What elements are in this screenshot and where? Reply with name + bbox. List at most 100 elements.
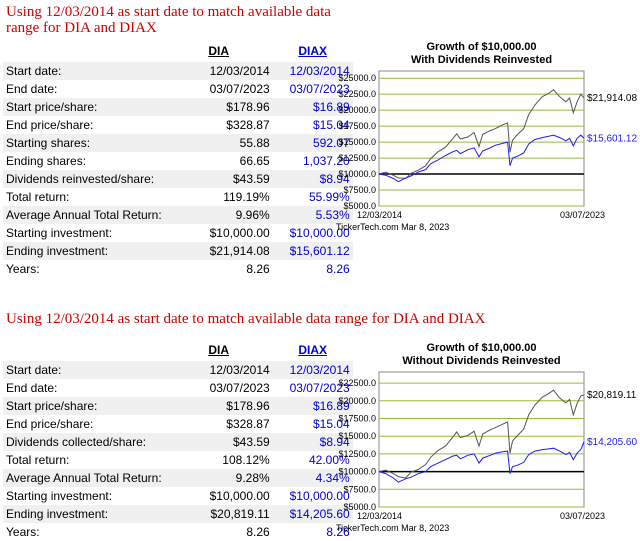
column-header-dia: DIA: [208, 44, 229, 58]
table-row: Ending investment: $21,914.08 $15,601.12: [3, 242, 353, 260]
table-row: End price/share: $328.87 $15.04: [3, 415, 353, 433]
y-tick-label: $5000.0: [343, 201, 376, 211]
series-line-diax: [378, 134, 585, 183]
chart-title: Growth of $10,000.00: [426, 41, 536, 53]
diax-value: 55.99%: [308, 190, 350, 204]
row-label: Average Annual Total Return:: [3, 206, 165, 224]
table-row: Average Annual Total Return: 9.28% 4.34%: [3, 469, 353, 487]
diax-value: 592.07: [272, 134, 353, 152]
row-label: Ending shares:: [6, 154, 87, 168]
chart-title: Growth of $10,000.00: [426, 342, 536, 354]
column-header-diax: DIAX: [298, 343, 327, 357]
diax-value: $15.04: [312, 118, 350, 132]
x-tick-label: 03/07/2023: [560, 210, 605, 220]
dia-value: $10,000.00: [209, 489, 270, 503]
y-tick-label: $12500.0: [338, 153, 376, 163]
table-row: Dividends collected/share: $43.59 $8.94: [3, 433, 353, 451]
panel-without-dividends: Using 12/03/2014 as start date to match …: [0, 305, 640, 541]
diax-value: 03/07/2023: [289, 82, 350, 96]
row-label: Dividends reinvested/share:: [3, 170, 165, 188]
row-label: Dividends collected/share:: [3, 433, 165, 451]
table-row: Ending investment: $20,819.11 $14,205.60: [3, 505, 353, 523]
dia-value: 9.28%: [164, 469, 273, 487]
series-line-dia: [378, 89, 585, 180]
diax-value: 5.53%: [272, 206, 353, 224]
chart-subtitle: Without Dividends Reinvested: [402, 355, 560, 367]
growth-chart: Growth of $10,000.00 With Dividends Reinv…: [332, 38, 638, 233]
end-value-label-dia: $20,819.11: [587, 390, 637, 401]
row-label: Start date:: [3, 361, 165, 379]
chart-credit: TickerTech.com Mar 8, 2023: [336, 523, 449, 533]
table-row: End price/share: $328.87 $15.04: [3, 116, 353, 134]
dia-value: 66.65: [239, 154, 270, 168]
diax-value: 12/03/2014: [272, 361, 353, 379]
y-tick-label: $5000.0: [343, 502, 376, 512]
column-header-row: DIA DIAX: [3, 40, 353, 62]
row-label: Total return:: [6, 190, 70, 204]
row-label: End date:: [6, 82, 58, 96]
diax-value: $15.04: [312, 417, 350, 431]
row-label: Starting investment:: [6, 489, 113, 503]
diax-value: $8.94: [272, 170, 353, 188]
diax-value: $16.89: [272, 397, 353, 415]
row-label: End date:: [6, 381, 58, 395]
dia-value: $328.87: [226, 417, 270, 431]
dia-value: $43.59: [164, 433, 273, 451]
row-label: End price/share:: [6, 118, 94, 132]
table-row: Start date: 12/03/2014 12/03/2014: [3, 361, 353, 379]
dia-value: $178.96: [164, 397, 273, 415]
x-tick-label: 03/07/2023: [560, 511, 605, 521]
column-header-diax: DIAX: [298, 44, 327, 58]
table-row: Start date: 12/03/2014 12/03/2014: [3, 62, 353, 80]
y-tick-label: $12500.0: [338, 449, 376, 459]
x-tick-label: 12/03/2014: [357, 210, 402, 220]
y-tick-label: $10000.0: [338, 169, 376, 179]
y-tick-label: $7500.0: [343, 185, 376, 195]
chart-subtitle: With Dividends Reinvested: [411, 54, 552, 66]
dia-value: $328.87: [226, 118, 270, 132]
dia-value: 12/03/2014: [164, 361, 273, 379]
diax-value: $10,000.00: [289, 226, 350, 240]
dia-value: 03/07/2023: [209, 381, 270, 395]
panel-heading: Using 12/03/2014 as start date to match …: [6, 4, 331, 36]
diax-value: 03/07/2023: [289, 381, 350, 395]
dia-value: $10,000.00: [209, 226, 270, 240]
y-tick-label: $17500.0: [338, 413, 376, 423]
table-row: Starting shares: 55.88 592.07: [3, 134, 353, 152]
row-label: Total return:: [6, 453, 70, 467]
series-line-diax: [378, 441, 585, 483]
table-row: Years: 8.26 8.26: [3, 260, 353, 278]
diax-value: 4.34%: [272, 469, 353, 487]
dia-value: 8.26: [246, 262, 270, 276]
dia-value: 108.12%: [222, 453, 270, 467]
row-label: Start price/share:: [3, 98, 165, 116]
table-row: Ending shares: 66.65 1,037.20: [3, 152, 353, 170]
dia-value: $21,914.08: [164, 242, 273, 260]
table-row: Years: 8.26 8.26: [3, 523, 353, 541]
diax-value: $16.89: [272, 98, 353, 116]
diax-value: $14,205.60: [272, 505, 353, 523]
table-row: Total return: 119.19% 55.99%: [3, 188, 353, 206]
table-row: End date: 03/07/2023 03/07/2023: [3, 80, 353, 98]
end-value-label-diax: $15,601.12: [587, 133, 637, 144]
diax-value: 8.26: [326, 525, 350, 539]
end-value-label-diax: $14,205.60: [587, 437, 637, 448]
dia-value: 12/03/2014: [164, 62, 273, 80]
y-tick-label: $17500.0: [338, 121, 376, 131]
y-tick-label: $15000.0: [338, 137, 376, 147]
dia-value: $178.96: [164, 98, 273, 116]
y-tick-label: $22500.0: [338, 89, 376, 99]
dia-value: $20,819.11: [164, 505, 273, 523]
table-row: Starting investment: $10,000.00 $10,000.00: [3, 224, 353, 242]
panel-with-dividends: Using 12/03/2014 as start date to match …: [3, 4, 638, 278]
row-label: Start price/share:: [3, 397, 165, 415]
dia-value: 119.19%: [223, 190, 270, 204]
diax-value: 1,037.20: [302, 154, 350, 168]
column-header-dia: DIA: [208, 343, 229, 357]
dia-value: 9.96%: [164, 206, 273, 224]
y-tick-label: $25000.0: [338, 73, 376, 83]
end-value-label-dia: $21,914.08: [587, 93, 637, 104]
y-tick-label: $7500.0: [343, 484, 376, 494]
column-header-row: DIA DIAX: [3, 339, 353, 361]
